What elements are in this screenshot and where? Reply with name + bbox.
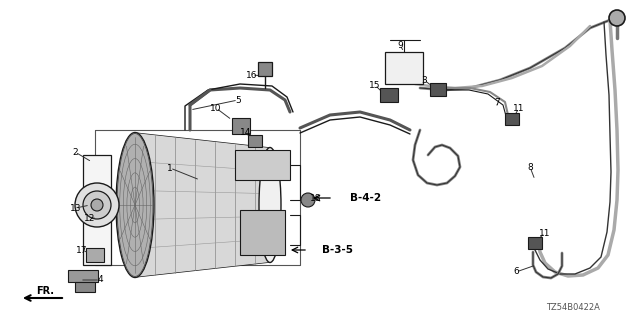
Text: 14: 14 bbox=[240, 127, 252, 137]
Text: 13: 13 bbox=[70, 204, 82, 212]
Text: 11: 11 bbox=[540, 228, 551, 237]
Bar bbox=[248, 135, 262, 147]
Polygon shape bbox=[135, 133, 270, 277]
Ellipse shape bbox=[117, 133, 153, 276]
Text: 5: 5 bbox=[235, 95, 241, 105]
Circle shape bbox=[83, 191, 111, 219]
Text: 12: 12 bbox=[84, 213, 96, 222]
Bar bbox=[240, 210, 285, 255]
Text: 4: 4 bbox=[97, 276, 103, 284]
Circle shape bbox=[609, 10, 625, 26]
Text: 11: 11 bbox=[513, 103, 525, 113]
Text: 3: 3 bbox=[421, 76, 427, 84]
Text: 2: 2 bbox=[72, 148, 78, 156]
Text: 17: 17 bbox=[76, 245, 88, 254]
Text: 7: 7 bbox=[494, 98, 500, 107]
Bar bbox=[385, 52, 423, 84]
Text: TZ54B0422A: TZ54B0422A bbox=[546, 303, 600, 313]
Bar bbox=[235, 150, 290, 180]
Text: 8: 8 bbox=[527, 163, 533, 172]
Bar bbox=[232, 118, 250, 134]
Text: 16: 16 bbox=[246, 70, 258, 79]
Bar bbox=[86, 248, 104, 262]
Text: B-3-5: B-3-5 bbox=[322, 245, 353, 255]
Ellipse shape bbox=[116, 132, 154, 277]
Bar bbox=[68, 270, 98, 282]
Text: 9: 9 bbox=[397, 41, 403, 50]
Text: 10: 10 bbox=[211, 103, 221, 113]
Bar bbox=[505, 113, 519, 125]
Bar bbox=[528, 237, 542, 249]
Circle shape bbox=[301, 193, 315, 207]
Circle shape bbox=[91, 199, 103, 211]
Text: 1: 1 bbox=[167, 164, 173, 172]
Bar bbox=[83, 155, 111, 265]
Ellipse shape bbox=[259, 148, 281, 262]
Bar bbox=[75, 282, 95, 292]
Bar bbox=[380, 88, 398, 102]
Bar bbox=[430, 83, 446, 96]
Text: 18: 18 bbox=[310, 194, 322, 203]
Bar bbox=[258, 62, 272, 76]
Circle shape bbox=[75, 183, 119, 227]
Text: 15: 15 bbox=[369, 81, 381, 90]
Text: B-4-2: B-4-2 bbox=[350, 193, 381, 203]
Text: 6: 6 bbox=[513, 268, 519, 276]
Text: FR.: FR. bbox=[36, 286, 54, 296]
